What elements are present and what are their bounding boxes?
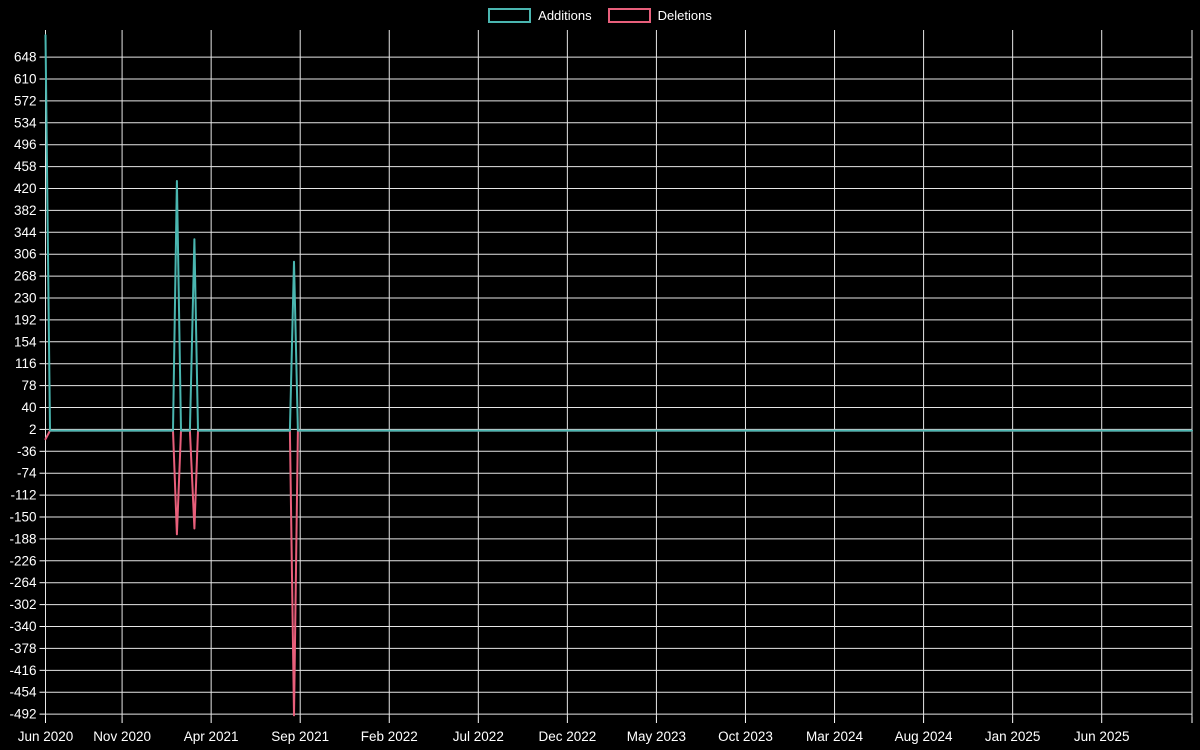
y-tick-label: 458 [14, 159, 37, 174]
x-tick-label: Jan 2025 [985, 729, 1041, 744]
y-tick-label: -36 [17, 444, 37, 459]
y-tick-label: -112 [10, 488, 36, 503]
x-tick-label: Feb 2022 [361, 729, 418, 744]
deletions-legend-label: Deletions [657, 8, 712, 23]
legend-item-deletions[interactable]: Deletions [607, 8, 712, 23]
y-tick-label: 382 [14, 203, 37, 218]
y-tick-label: 40 [21, 400, 36, 415]
y-tick-label: -188 [9, 531, 36, 546]
x-tick-label: Sep 2021 [271, 729, 329, 744]
y-tick-label: 344 [14, 225, 37, 240]
y-tick-label: 306 [14, 247, 37, 262]
y-tick-label: -492 [9, 707, 36, 722]
y-tick-label: 534 [14, 115, 37, 130]
y-tick-label: -416 [9, 663, 36, 678]
x-tick-label: Dec 2022 [538, 729, 596, 744]
x-tick-label: Aug 2024 [895, 729, 953, 744]
y-tick-label: 2 [29, 422, 37, 437]
chart-legend: Additions Deletions [0, 8, 1200, 23]
y-tick-label: 116 [15, 356, 37, 371]
y-tick-label: 268 [14, 269, 37, 284]
y-tick-label: -150 [9, 510, 36, 525]
legend-item-additions[interactable]: Additions [488, 8, 592, 23]
additions-swatch-icon [488, 8, 532, 23]
y-tick-label: -454 [9, 685, 37, 700]
additions-line[interactable] [44, 34, 1193, 432]
additions-legend-label: Additions [538, 8, 592, 23]
x-tick-label: Apr 2021 [184, 729, 239, 744]
y-tick-label: 572 [14, 93, 37, 108]
plot-area[interactable] [46, 30, 1193, 717]
x-tick-label: Nov 2020 [93, 729, 151, 744]
x-tick-label: Oct 2023 [718, 729, 773, 744]
x-tick-label: Jun 2025 [1074, 729, 1130, 744]
y-tick-label: -264 [9, 575, 37, 590]
x-tick-label: Jun 2020 [18, 729, 74, 744]
deletions-swatch-icon [607, 8, 651, 23]
y-tick-label: -302 [9, 597, 36, 612]
y-tick-label: -226 [9, 553, 36, 568]
y-tick-label: 420 [14, 181, 37, 196]
x-tick-label: Mar 2024 [806, 729, 864, 744]
y-tick-label: -74 [17, 466, 37, 481]
y-tick-label: 496 [14, 137, 37, 152]
y-tick-label: 192 [14, 312, 37, 327]
y-tick-label: -340 [9, 619, 36, 634]
y-tick-label: 154 [14, 334, 37, 349]
y-tick-label: 610 [14, 71, 37, 86]
y-tick-label: 648 [14, 50, 37, 65]
y-tick-label: -378 [9, 641, 36, 656]
x-tick-label: May 2023 [627, 729, 686, 744]
y-tick-label: 230 [14, 290, 37, 305]
x-tick-label: Jul 2022 [453, 729, 504, 744]
y-tick-label: 78 [21, 378, 36, 393]
